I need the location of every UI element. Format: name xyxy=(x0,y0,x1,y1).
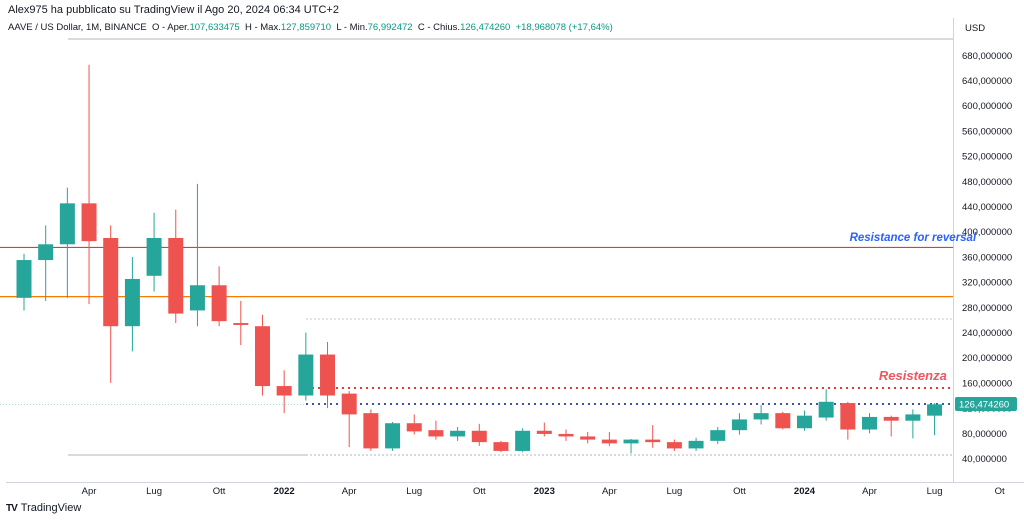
x-tick-label: Ott xyxy=(213,486,226,497)
x-tick-label: Ott xyxy=(733,486,746,497)
annotation-resistenza: Resistenza xyxy=(879,368,947,383)
low-label: L - Min. xyxy=(336,22,368,33)
candle-body xyxy=(81,203,97,242)
candle-body xyxy=(471,430,487,443)
tradingview-logo-icon: TV xyxy=(6,502,18,514)
open-value: 107,633475 xyxy=(189,22,240,33)
x-tick-label: Lug xyxy=(927,486,943,497)
candle-body xyxy=(753,413,769,420)
x-tick-label: Apr xyxy=(862,486,877,497)
candle-body xyxy=(450,430,466,437)
y-tick-label: 320,000000 xyxy=(962,278,1012,289)
candle-body xyxy=(428,430,444,437)
low-value: 76,992472 xyxy=(367,22,413,33)
ohlc-header: AAVE / US Dollar, 1M, BINANCE O - Aper.1… xyxy=(8,22,613,33)
y-tick-label: 480,000000 xyxy=(962,177,1012,188)
x-tick-label: 2024 xyxy=(794,486,816,497)
y-tick-label: 520,000000 xyxy=(962,152,1012,163)
tradingview-brand: TradingView xyxy=(20,502,82,514)
close-label: C - Chius. xyxy=(417,22,461,33)
candle-body xyxy=(38,244,54,261)
candle-body xyxy=(103,238,119,327)
x-tick-label: 2022 xyxy=(274,486,295,497)
y-tick-label: 80,000000 xyxy=(962,429,1007,440)
open-label: O - Aper. xyxy=(151,22,190,33)
candle-body xyxy=(796,415,812,429)
candle-body xyxy=(710,430,726,441)
candle-body xyxy=(276,386,292,396)
candlestick-chart[interactable]: USD40,00000080,000000120,000000160,00000… xyxy=(0,0,1024,500)
footer: TV TradingView xyxy=(6,502,81,514)
y-tick-label: 600,000000 xyxy=(962,101,1012,112)
last-price-tag xyxy=(955,397,1017,412)
candle-body xyxy=(731,419,747,431)
candle-body xyxy=(385,423,401,449)
symbol-label: AAVE / US Dollar, 1M, BINANCE xyxy=(8,22,147,33)
candle-body xyxy=(905,414,921,421)
candle-body xyxy=(341,393,357,415)
candle-body xyxy=(59,203,75,245)
x-tick-label: Apr xyxy=(602,486,617,497)
candle-body xyxy=(363,413,379,449)
candle-body xyxy=(254,326,270,387)
candle-body xyxy=(211,285,227,322)
y-tick-label: 40,000000 xyxy=(962,454,1007,465)
last-price-label: 126,474260 xyxy=(959,400,1009,411)
y-tick-label: 560,000000 xyxy=(962,126,1012,137)
y-tick-label: 240,000000 xyxy=(962,328,1012,339)
x-tick-label: Apr xyxy=(82,486,97,497)
candle-body xyxy=(124,278,140,327)
candle-body xyxy=(580,436,596,440)
x-tick-label: Lug xyxy=(406,486,422,497)
high-value: 127,859710 xyxy=(280,22,332,33)
y-tick-label: 160,000000 xyxy=(962,378,1012,389)
x-tick-label: Lug xyxy=(666,486,682,497)
y-tick-label: 360,000000 xyxy=(962,252,1012,263)
currency-label: USD xyxy=(965,23,985,34)
x-tick-label: Lug xyxy=(146,486,162,497)
candle-body xyxy=(233,323,249,325)
candle-body xyxy=(406,423,422,432)
candle-body xyxy=(189,285,205,311)
candle-body xyxy=(601,439,617,444)
candle-body xyxy=(775,413,791,429)
x-tick-label: Ott xyxy=(473,486,486,497)
y-tick-label: 640,000000 xyxy=(962,76,1012,87)
candle-body xyxy=(515,430,531,451)
candle-body xyxy=(840,403,856,430)
candle-body xyxy=(320,354,336,396)
y-tick-label: 440,000000 xyxy=(962,202,1012,213)
candle-body xyxy=(16,260,32,298)
candle-body xyxy=(862,416,878,430)
candle-body xyxy=(927,404,943,416)
x-tick-label: Apr xyxy=(342,486,357,497)
candle-body xyxy=(298,354,314,396)
y-tick-label: 680,000000 xyxy=(962,51,1012,62)
y-tick-label: 280,000000 xyxy=(962,303,1012,314)
x-tick-label: Ot xyxy=(995,486,1005,497)
publisher-line: Alex975 ha pubblicato su TradingView il … xyxy=(8,4,339,16)
y-tick-label: 400,000000 xyxy=(962,227,1012,238)
candle-body xyxy=(558,433,574,437)
y-tick-label: 200,000000 xyxy=(962,353,1012,364)
change-value: +18,968078 (+17,64%) xyxy=(515,22,613,33)
x-tick-label: 2023 xyxy=(534,486,555,497)
annotation-resistance-reversal: Resistance for reversal xyxy=(850,232,977,244)
candle-body xyxy=(818,401,834,418)
candle-body xyxy=(666,442,682,449)
candle-body xyxy=(623,439,639,444)
candle-body xyxy=(536,430,552,434)
candle-body xyxy=(168,238,184,314)
close-value: 126,474260 xyxy=(460,22,511,33)
candle-body xyxy=(645,439,661,443)
high-label: H - Max. xyxy=(244,22,281,33)
candle-body xyxy=(883,416,899,421)
candle-body xyxy=(688,440,704,449)
candle-body xyxy=(146,238,162,276)
candle-body xyxy=(493,442,509,451)
